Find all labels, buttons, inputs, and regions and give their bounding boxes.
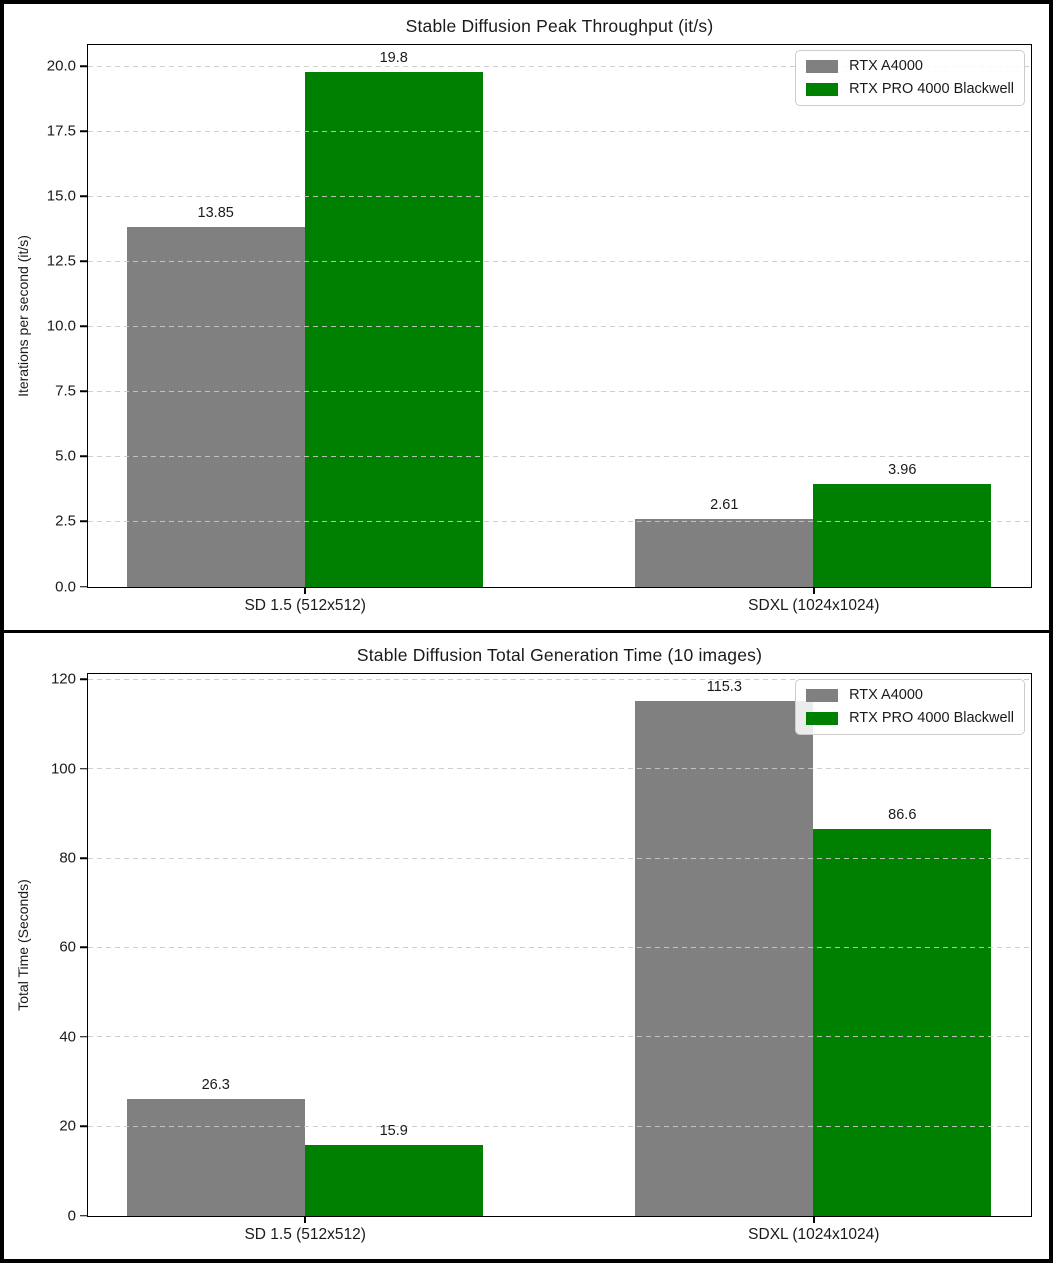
y-tick-mark [80, 857, 87, 859]
axis-tick-label: 60 [59, 938, 76, 956]
legend-label: RTX PRO 4000 Blackwell [849, 81, 1014, 97]
legend-label: RTX A4000 [849, 687, 923, 703]
axis-tick-label: 5.0 [55, 447, 76, 465]
legend-swatch-green [806, 82, 839, 96]
axis-tick-label: 0 [67, 1207, 76, 1224]
gridline-y-100 [88, 768, 1031, 770]
category-label-sdxl-1024x1024: SDXL (1024x1024) [748, 1226, 880, 1243]
plot-area: RTX A4000 RTX PRO 4000 Blackwell 26.3 15.… [87, 673, 1032, 1217]
legend: RTX A4000 RTX PRO 4000 Blackwell [795, 679, 1025, 735]
y-tick-mark [80, 585, 87, 588]
y-tick-mark [80, 1214, 87, 1217]
bar-rtx-pro-4000-blackwell-sd-1-5-512x512 [304, 1145, 483, 1216]
legend-item-rtx-a4000: RTX A4000 [806, 58, 1014, 74]
chart-title: Stable Diffusion Total Generation Time (… [356, 645, 763, 665]
chart-panel-throughput: Stable Diffusion Peak Throughput (it/s) … [4, 4, 1049, 630]
y-tick-mark [80, 946, 87, 949]
x-tick-mark [304, 588, 306, 594]
plot-area: RTX A4000 RTX PRO 4000 Blackwell 13.85 19… [87, 44, 1032, 588]
axis-tick-label: 17.5 [46, 122, 76, 140]
bar-value-label: 115.3 [706, 678, 742, 695]
bar-value-label: 19.8 [379, 49, 408, 66]
axis-tick-label: 20 [59, 1117, 76, 1135]
x-tick-mark [813, 1217, 815, 1223]
bar-rtx-a4000-sd-1-5-512x512 [126, 1098, 305, 1216]
legend-item-rtx-pro-4000-blackwell: RTX PRO 4000 Blackwell [806, 81, 1014, 97]
legend-swatch-gray [806, 688, 839, 702]
bar-value-label: 13.85 [197, 204, 234, 221]
bar-value-label: 86.6 [888, 807, 917, 823]
axis-tick-label: 120 [50, 670, 76, 688]
bar-rtx-a4000-sdxl-1024x1024 [635, 519, 814, 587]
bar-rtx-a4000-sdxl-1024x1024 [635, 700, 814, 1216]
throughput-chart: Stable Diffusion Peak Throughput (it/s) … [4, 4, 1049, 630]
legend-label: RTX A4000 [849, 58, 923, 74]
legend: RTX A4000 RTX PRO 4000 Blackwell [795, 50, 1025, 106]
bar-rtx-pro-4000-blackwell-sdxl-1024x1024 [813, 829, 992, 1216]
y-tick-mark [80, 1036, 87, 1038]
axis-tick-label: 15.0 [46, 187, 76, 205]
generation-time-chart: Stable Diffusion Total Generation Time (… [4, 633, 1049, 1259]
legend-swatch-green [806, 711, 839, 725]
category-label-sd-1-5-512x512: SD 1.5 (512x512) [244, 597, 366, 614]
legend-swatch-gray [806, 59, 839, 73]
bar-value-label: 2.61 [710, 497, 739, 514]
chart-title: Stable Diffusion Peak Throughput (it/s) [405, 16, 714, 36]
axis-tick-label: 20.0 [46, 57, 76, 75]
axis-tick-label: 0.0 [55, 578, 76, 595]
bar-rtx-pro-4000-blackwell-sd-1-5-512x512 [304, 71, 483, 587]
axis-tick-label: 12.5 [46, 252, 76, 270]
y-tick-mark [80, 520, 87, 523]
legend-label: RTX PRO 4000 Blackwell [849, 710, 1014, 726]
y-tick-mark [80, 195, 87, 197]
y-tick-mark [80, 767, 87, 770]
x-tick-mark [813, 588, 815, 594]
y-tick-mark [80, 130, 87, 132]
gridline-y-17.5 [88, 130, 1031, 132]
bar-value-label: 26.3 [201, 1076, 230, 1093]
y-tick-mark [80, 325, 87, 328]
axis-tick-label: 80 [59, 849, 76, 867]
y-tick-mark [80, 455, 87, 458]
bar-value-label: 15.9 [379, 1123, 408, 1139]
axis-tick-label: 40 [59, 1028, 76, 1046]
axis-tick-label: 100 [50, 760, 76, 778]
y-tick-mark [80, 678, 87, 681]
y-tick-mark [80, 1125, 87, 1127]
gridline-y-15.0 [88, 195, 1031, 197]
legend-item-rtx-pro-4000-blackwell: RTX PRO 4000 Blackwell [806, 710, 1014, 726]
category-label-sd-1-5-512x512: SD 1.5 (512x512) [244, 1226, 366, 1243]
y-tick-mark [80, 390, 87, 393]
y-tick-mark [80, 65, 87, 67]
axis-tick-label: 2.5 [55, 512, 76, 530]
axis-tick-label: 7.5 [55, 382, 76, 400]
axis-tick-label: 10.0 [46, 317, 76, 335]
bar-rtx-a4000-sd-1-5-512x512 [126, 226, 305, 587]
bar-rtx-pro-4000-blackwell-sdxl-1024x1024 [813, 484, 992, 587]
legend-item-rtx-a4000: RTX A4000 [806, 687, 1014, 703]
x-tick-mark [304, 1217, 306, 1223]
category-label-sdxl-1024x1024: SDXL (1024x1024) [748, 597, 880, 614]
chart-panel-generation-time: Stable Diffusion Total Generation Time (… [4, 630, 1049, 1259]
y-tick-mark [80, 260, 87, 262]
bar-value-label: 3.96 [888, 462, 917, 478]
